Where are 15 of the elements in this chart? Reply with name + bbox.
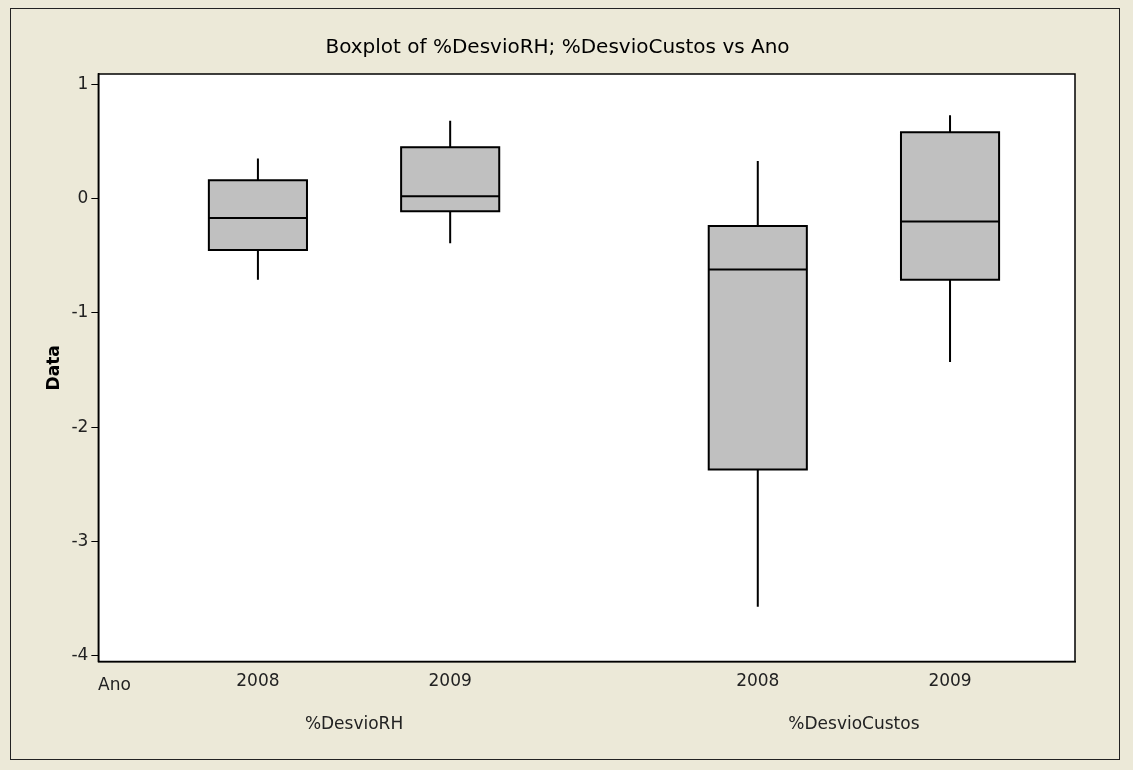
y-tick-label: -4 xyxy=(71,644,89,665)
y-tick-label: -2 xyxy=(71,415,89,436)
y-tick-label: -1 xyxy=(71,301,89,322)
x-tick-label: 2009 xyxy=(428,670,472,691)
y-tick-label: 1 xyxy=(77,72,89,93)
x-tick-label: 2008 xyxy=(236,670,280,691)
x-axis-title: Ano xyxy=(98,674,131,695)
text: %DesvioRH xyxy=(304,713,404,734)
chart-title: Boxplot of %DesvioRH; %DesvioCustos vs Ano xyxy=(325,34,790,59)
y-tick-label: 0 xyxy=(77,187,89,208)
x-tick-label: 2009 xyxy=(928,670,972,691)
x-tick-label: 2008 xyxy=(736,670,780,691)
y-tick-label: -3 xyxy=(71,529,89,550)
y-axis-title: Data xyxy=(42,345,63,391)
text: %DesvioCustos xyxy=(788,713,920,734)
